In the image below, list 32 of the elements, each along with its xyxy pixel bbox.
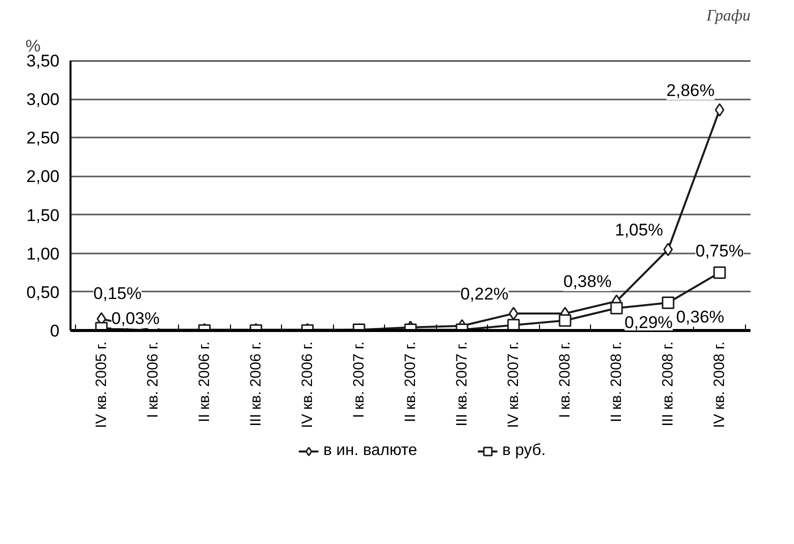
legend-label: в ин. валюте	[323, 442, 418, 460]
text: Графи	[705, 8, 750, 24]
x-tick-label: I кв. 2006 г.	[144, 342, 162, 418]
x-tick-label: II кв. 2008 г.	[608, 341, 626, 422]
legend-label: в руб.	[502, 442, 546, 460]
data-label: 0,22%	[460, 284, 509, 304]
y-tick-label: 2,50	[26, 128, 60, 148]
data-label: 0,29%	[624, 313, 673, 332]
data-label: 0,15%	[93, 284, 142, 303]
x-tick-label: III кв. 2008 г.	[660, 341, 677, 426]
y-tick-label: 2,00	[26, 167, 60, 186]
x-tick-label: IV кв. 2006 г.	[298, 341, 316, 428]
x-tick-label: II кв. 2006 г.	[196, 341, 213, 422]
data-label: 0,03%	[111, 309, 160, 328]
y-tick-label: 0,50	[26, 282, 60, 302]
y-tick-label: 3,00	[26, 90, 60, 110]
x-tick-label: I кв. 2008 г.	[556, 342, 574, 418]
y-tick-label: 0	[50, 322, 60, 340]
x-tick-label: I кв. 2007 г.	[350, 342, 368, 418]
x-tick-label: III кв. 2007 г.	[454, 341, 471, 426]
x-tick-label: IV кв. 2005 г.	[92, 341, 110, 428]
data-label: 2,86%	[666, 80, 715, 100]
data-label: 0,75%	[695, 242, 744, 261]
data-label: 0,36%	[676, 308, 724, 327]
data-label: 0,38%	[563, 272, 612, 292]
x-tick-label: IV кв. 2007 г.	[505, 341, 522, 428]
x-tick-label: IV кв. 2008 г.	[711, 341, 728, 428]
y-tick-label: 1,50	[26, 206, 60, 225]
x-tick-label: II кв. 2007 г.	[402, 341, 419, 422]
y-tick-label: 1,00	[26, 244, 60, 264]
x-tick-label: III кв. 2006 г.	[247, 341, 264, 426]
data-label: 1,05%	[614, 220, 664, 240]
